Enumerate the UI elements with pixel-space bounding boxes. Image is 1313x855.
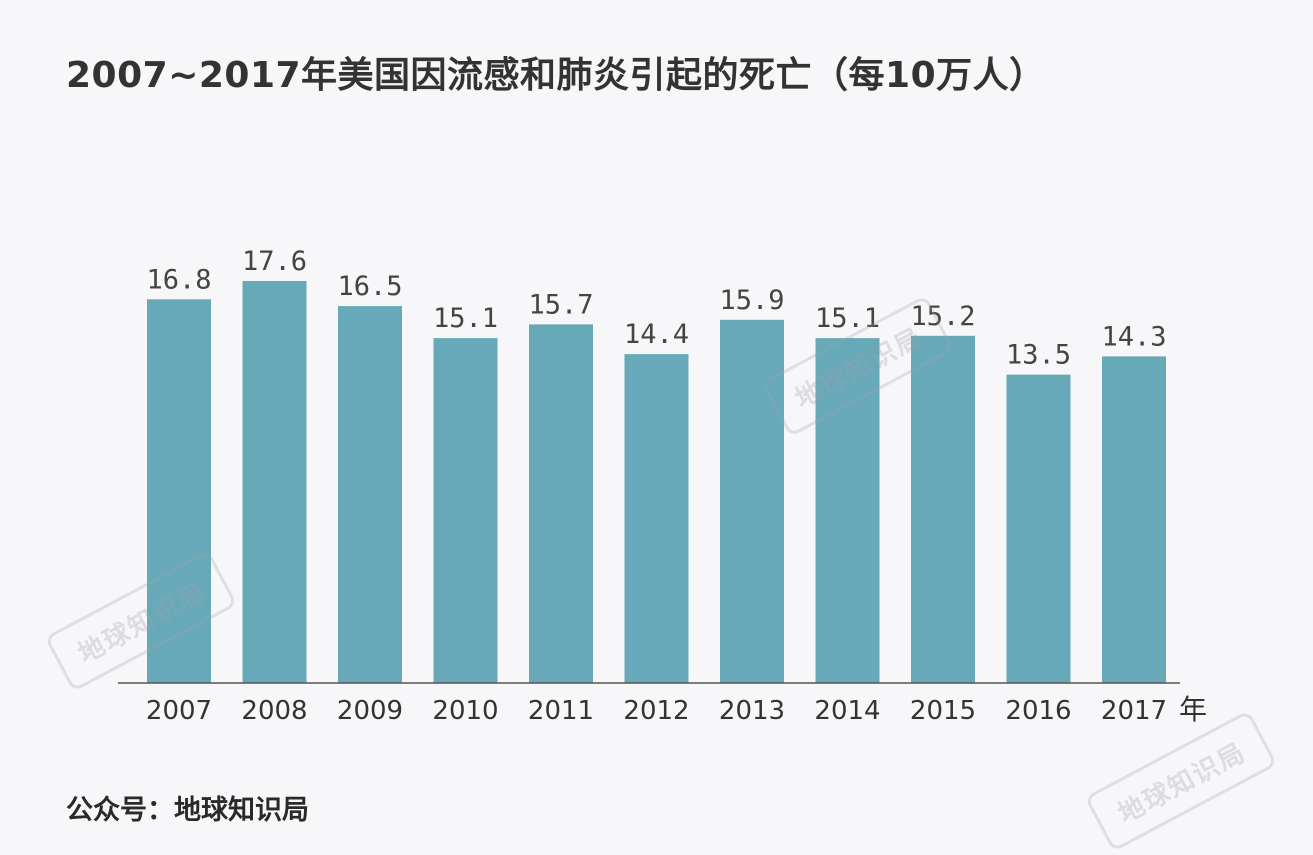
x-tick-label-2013: 2013	[719, 696, 785, 726]
value-label-2008: 17.6	[242, 246, 307, 277]
value-label-2015: 15.2	[910, 301, 975, 332]
bar-2008	[242, 281, 307, 683]
value-label-2012: 14.4	[624, 319, 689, 350]
value-label-2009: 16.5	[337, 271, 402, 302]
chart-title: 2007~2017年美国因流感和肺炎引起的死亡（每10万人）	[66, 55, 1046, 96]
x-tick-label-2016: 2016	[1005, 696, 1071, 726]
bar-2014	[815, 338, 880, 683]
x-tick-label-2010: 2010	[432, 696, 498, 726]
bar-2010	[433, 338, 498, 683]
x-tick-labels-layer: 2007 2008 2009 2010 2011 2012 2013 2014 2015 2016…	[146, 696, 1167, 726]
value-label-2016: 13.5	[1006, 340, 1071, 371]
footer-source: 公众号：地球知识局	[66, 795, 309, 826]
bar-2009	[338, 306, 402, 683]
bars-layer	[147, 281, 1166, 683]
value-label-2017: 14.3	[1101, 321, 1166, 352]
bar-2011	[529, 324, 593, 683]
x-tick-label-2017: 2017	[1101, 696, 1167, 726]
value-label-2011: 15.7	[528, 289, 593, 320]
bar-2016	[1006, 374, 1071, 683]
x-tick-label-2009: 2009	[337, 696, 403, 726]
bar-2013	[720, 319, 784, 683]
x-axis-unit-label: 年	[1179, 693, 1207, 726]
x-tick-label-2011: 2011	[528, 696, 594, 726]
x-tick-label-2008: 2008	[241, 696, 307, 726]
x-tick-label-2014: 2014	[814, 696, 880, 726]
value-label-2014: 15.1	[815, 303, 880, 334]
x-tick-label-2007: 2007	[146, 696, 212, 726]
bar-2007	[147, 299, 211, 683]
bar-2017	[1102, 356, 1166, 683]
value-label-2013: 15.9	[719, 285, 784, 316]
x-tick-label-2015: 2015	[910, 696, 976, 726]
bar-2015	[911, 335, 975, 683]
value-label-2010: 15.1	[433, 303, 498, 334]
value-label-2007: 16.8	[146, 264, 211, 295]
bar-2012	[624, 354, 689, 683]
x-tick-label-2012: 2012	[623, 696, 689, 726]
value-labels-layer: 16.8 17.6 16.5 15.1 15.7 14.4 15.9 15.1 15.2 13.5…	[146, 246, 1166, 371]
